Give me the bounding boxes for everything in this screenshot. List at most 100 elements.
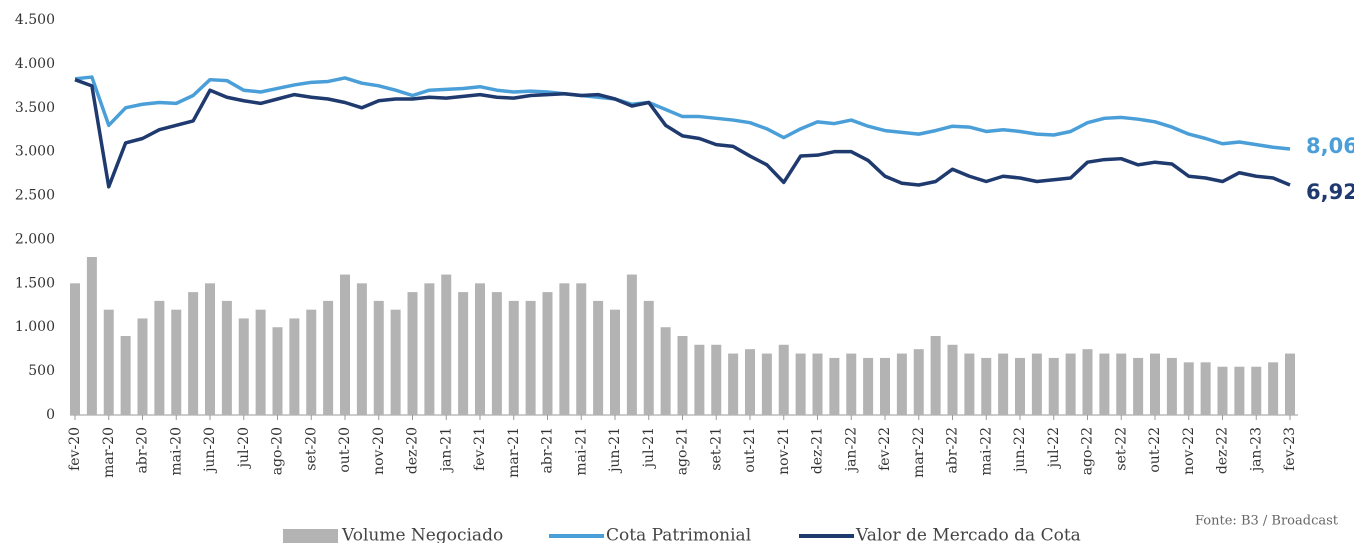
volume-bar xyxy=(373,300,384,415)
volume-bar xyxy=(981,357,992,415)
x-tick-label: jan-21 xyxy=(438,427,454,473)
volume-bar xyxy=(272,327,283,415)
volume-bar xyxy=(86,257,97,415)
volume-bar xyxy=(930,336,941,415)
legend-label: Volume Negociado xyxy=(341,526,503,543)
volume-bar xyxy=(171,309,182,415)
volume-bar xyxy=(1150,353,1160,415)
volume-bar xyxy=(491,292,502,415)
x-tick-label: jul-21 xyxy=(641,427,657,469)
volume-bar xyxy=(356,283,367,415)
x-tick-label: jun-21 xyxy=(607,427,623,474)
x-tick-label: jan-22 xyxy=(843,427,859,473)
volume-bar xyxy=(137,318,148,415)
volume-bar xyxy=(458,292,469,415)
volume-bar xyxy=(441,274,452,415)
series-line xyxy=(74,75,1291,151)
x-tick-label: fev-22 xyxy=(877,427,893,471)
volume-bar xyxy=(880,357,890,415)
volume-bar xyxy=(1065,353,1076,415)
x-tick-label: set-21 xyxy=(708,427,724,471)
volume-bar xyxy=(677,336,688,415)
volume-bar xyxy=(188,292,199,415)
volume-bar xyxy=(1285,353,1295,415)
volume-bar xyxy=(913,349,924,415)
x-tick-label: dez-21 xyxy=(810,427,826,474)
x-tick-label: fev-20 xyxy=(67,427,83,471)
volume-bar xyxy=(508,300,519,415)
volume-bar xyxy=(795,353,806,415)
volume-bar xyxy=(390,309,401,415)
y-tick-label: 3.500 xyxy=(15,100,55,116)
legend-swatch xyxy=(283,529,338,543)
volume-bar xyxy=(306,309,317,415)
volume-bar xyxy=(643,300,654,415)
volume-bar xyxy=(745,349,755,415)
volume-bar xyxy=(205,283,215,415)
y-tick-label: 1.000 xyxy=(15,319,55,335)
x-tick-label: set-20 xyxy=(303,427,319,471)
x-tick-label: set-22 xyxy=(1113,427,1129,471)
x-tick-label: nov-21 xyxy=(776,427,792,475)
x-tick-label: mar-22 xyxy=(911,427,927,478)
x-tick-label: out-21 xyxy=(742,427,758,473)
volume-bar xyxy=(576,283,587,415)
volume-bar xyxy=(103,309,114,415)
volume-bar xyxy=(660,327,671,415)
volume-bar xyxy=(863,357,874,415)
volume-bar xyxy=(694,344,705,415)
volume-bar xyxy=(761,353,772,415)
end-label: 6,92 xyxy=(1306,180,1354,204)
volume-bar xyxy=(728,353,739,415)
volume-bar xyxy=(1200,362,1211,415)
volume-bar xyxy=(1268,362,1279,415)
volume-bar xyxy=(70,283,80,415)
x-tick-label: jun-20 xyxy=(202,427,218,474)
volume-bar xyxy=(1082,349,1093,415)
y-tick-label: 0 xyxy=(46,407,55,423)
x-tick-label: out-20 xyxy=(337,427,353,473)
source: Fonte: B3 / Broadcast xyxy=(1195,514,1339,529)
volume-bar xyxy=(323,300,334,415)
volume-bar xyxy=(846,353,857,415)
volume-bar xyxy=(1099,353,1110,415)
end-label: 8,06 xyxy=(1306,134,1354,158)
x-tick-label: abr-22 xyxy=(945,427,961,474)
volume-bar xyxy=(475,283,485,415)
volume-bar xyxy=(626,274,637,415)
volume-bar xyxy=(1031,353,1042,415)
x-tick-label: mai-22 xyxy=(978,427,994,476)
x-tick-label: mai-21 xyxy=(573,427,589,476)
x-tick-label: ago-20 xyxy=(270,427,286,475)
volume-bar xyxy=(424,283,435,415)
y-tick-label: 2.500 xyxy=(15,188,55,204)
legend-label: Valor de Mercado da Cota xyxy=(855,526,1081,543)
y-tick-label: 1.500 xyxy=(15,275,55,291)
volume-bar xyxy=(542,292,553,415)
volume-bar xyxy=(289,318,300,415)
volume-bar xyxy=(221,300,232,415)
volume-bar xyxy=(154,300,165,415)
x-tick-label: jul-22 xyxy=(1046,427,1062,469)
volume-bar xyxy=(1116,353,1127,415)
volume-bar xyxy=(896,353,907,415)
volume-bar xyxy=(1048,357,1059,415)
volume-bar xyxy=(829,357,840,415)
volume-bar xyxy=(525,300,536,415)
x-tick-label: ago-22 xyxy=(1080,427,1096,475)
legend-label: Cota Patrimonial xyxy=(606,526,751,543)
x-tick-label: abr-21 xyxy=(540,427,556,474)
volume-bar xyxy=(778,344,789,415)
x-tick-label: out-22 xyxy=(1147,427,1163,473)
volume-bar xyxy=(1166,357,1177,415)
x-tick-label: fev-23 xyxy=(1282,427,1298,471)
volume-bar xyxy=(1234,366,1245,415)
volume-bar xyxy=(964,353,975,415)
volume-bar xyxy=(120,336,131,415)
series-line xyxy=(74,78,1291,189)
volume-bar xyxy=(593,300,604,415)
volume-bar xyxy=(947,344,958,415)
volume-bar xyxy=(340,274,350,415)
volume-bar xyxy=(711,344,722,415)
x-tick-label: dez-20 xyxy=(405,427,421,474)
